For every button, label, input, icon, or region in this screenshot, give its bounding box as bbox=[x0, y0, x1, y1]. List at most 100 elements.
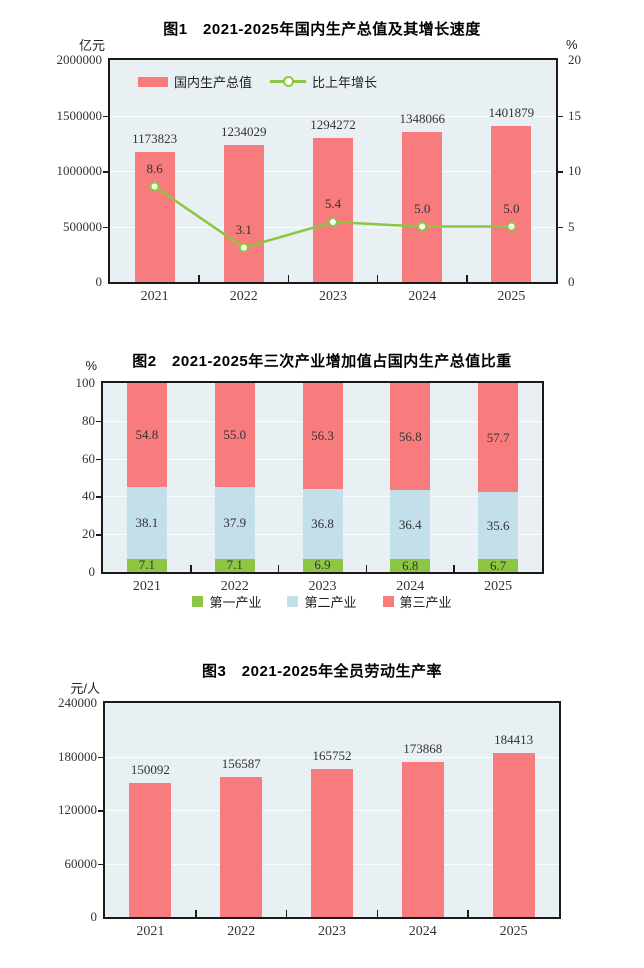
x-axis-category-label: 2025 bbox=[484, 579, 513, 594]
stacked-segment bbox=[126, 558, 167, 572]
segment-value-label: 35.6 bbox=[486, 517, 510, 533]
growth-line bbox=[149, 181, 517, 253]
y-axis-tick-label: 120000 bbox=[58, 802, 97, 817]
stacked-segment bbox=[214, 486, 255, 559]
chart2-plot-area: 7.1 38.1 54.8 7.1 37.9 55.0 6.9 36.8 56.3 6.8 36.4… bbox=[101, 381, 544, 574]
gridline bbox=[105, 756, 559, 758]
y-axis-tick-label: 500000 bbox=[63, 218, 102, 234]
bar-value-label: 156587 bbox=[221, 756, 261, 772]
line-point-marker bbox=[328, 217, 338, 228]
segment-value-label: 56.3 bbox=[311, 428, 334, 444]
right-y-axis-tick-label: 10 bbox=[568, 163, 581, 178]
chart1-plot-area: 国内生产总值 比上年增长 1173823 1234029 1294272 134806… bbox=[108, 58, 558, 284]
stacked-segment bbox=[390, 383, 431, 491]
legend-label: 第三产业 bbox=[399, 595, 452, 610]
segment-value-label: 6.8 bbox=[402, 557, 419, 573]
bar bbox=[313, 138, 353, 282]
x-axis-category-label: 2023 bbox=[318, 924, 346, 939]
chart3-title: 图3 2021-2025年全员劳动生产率 bbox=[201, 663, 443, 680]
y-axis-tick-label: 2000000 bbox=[56, 52, 103, 67]
x-axis-tick bbox=[376, 910, 379, 917]
stacked-segment bbox=[390, 559, 431, 572]
legend-item-primary-industry: 第一产业 bbox=[192, 592, 261, 611]
bar-value-label: 1401879 bbox=[488, 105, 535, 121]
segment-value-label: 54.8 bbox=[135, 426, 159, 442]
bar-value-label: 165752 bbox=[312, 748, 352, 764]
x-axis-category-label: 2023 bbox=[319, 289, 347, 304]
line-value-label: 3.1 bbox=[235, 221, 252, 237]
segment-value-label: 57.7 bbox=[486, 429, 510, 445]
x-axis-category-label: 2021 bbox=[132, 579, 161, 594]
legend-item-tertiary-industry: 第三产业 bbox=[382, 592, 452, 611]
right-y-axis-tick bbox=[558, 171, 563, 173]
gdp-bar-swatch-icon bbox=[138, 76, 168, 87]
y-axis-tick-label: 1500000 bbox=[56, 107, 103, 123]
y-axis-tick bbox=[96, 420, 101, 423]
legend-item-secondary-industry: 第二产业 bbox=[287, 592, 357, 611]
segment-value-label: 6.7 bbox=[489, 557, 507, 573]
y-axis-tick bbox=[98, 756, 103, 758]
growth-line-swatch-icon bbox=[270, 76, 307, 87]
x-axis-category-label: 2023 bbox=[308, 579, 337, 594]
y-axis-tick bbox=[96, 496, 101, 498]
bar bbox=[311, 769, 353, 917]
line-value-label: 5.4 bbox=[324, 196, 342, 212]
line-point-marker bbox=[417, 221, 428, 232]
bar-value-label: 1294272 bbox=[310, 117, 356, 133]
y-axis-tick bbox=[103, 115, 108, 117]
x-axis-tick bbox=[365, 565, 368, 572]
segment-value-label: 6.9 bbox=[314, 557, 331, 573]
legend-item-gdp: 国内生产总值 bbox=[138, 72, 252, 91]
right-y-axis-tick-label: 5 bbox=[568, 218, 575, 234]
y-axis-tick-label: 60000 bbox=[64, 855, 98, 871]
bar bbox=[129, 783, 172, 917]
x-axis-tick bbox=[376, 275, 379, 282]
bar-value-label: 1234029 bbox=[221, 124, 267, 140]
bar bbox=[492, 752, 535, 917]
legend-label: 第一产业 bbox=[209, 595, 262, 610]
x-axis-tick bbox=[287, 275, 290, 282]
stacked-segment bbox=[390, 490, 431, 560]
y-axis-tick bbox=[96, 458, 101, 461]
x-axis-category-label: 2021 bbox=[136, 924, 165, 939]
stacked-segment bbox=[478, 492, 519, 560]
y-axis-tick-label: 240000 bbox=[58, 695, 97, 710]
x-axis-category-label: 2022 bbox=[229, 289, 258, 304]
line-point-marker bbox=[238, 242, 249, 253]
chart1-legend: 国内生产总值 比上年增长 bbox=[138, 72, 377, 91]
x-axis-category-label: 2025 bbox=[499, 924, 528, 939]
segment-value-label: 7.1 bbox=[138, 557, 156, 573]
tertiary-industry-swatch-icon bbox=[382, 596, 394, 607]
y-axis-tick bbox=[96, 534, 101, 536]
bar bbox=[223, 145, 264, 282]
x-axis-tick bbox=[466, 275, 468, 282]
legend-label: 第二产业 bbox=[304, 595, 357, 610]
chart1-right-axis-unit: % bbox=[566, 37, 578, 52]
stacked-segment bbox=[302, 558, 343, 572]
segment-value-label: 36.8 bbox=[311, 516, 334, 532]
stacked-segment bbox=[478, 559, 519, 572]
x-axis-category-label: 2024 bbox=[396, 579, 425, 594]
chart2-title: 图2 2021-2025年三次产业增加值占国内生产总值比重 bbox=[132, 353, 512, 370]
x-axis-tick bbox=[198, 275, 200, 282]
right-y-axis-tick bbox=[558, 115, 563, 117]
segment-value-label: 37.9 bbox=[223, 514, 247, 530]
right-y-axis-tick-label: 0 bbox=[568, 274, 575, 289]
right-y-axis-tick-label: 20 bbox=[568, 52, 581, 67]
y-axis-tick-label: 180000 bbox=[58, 748, 97, 764]
chart3-plot-area: 150092 156587 165752 173868 184413 bbox=[103, 701, 561, 919]
y-axis-tick bbox=[98, 863, 103, 865]
chart1-title: 图1 2021-2025年国内生产总值及其增长速度 bbox=[163, 21, 481, 38]
bar bbox=[401, 761, 444, 917]
line-value-label: 5.0 bbox=[414, 200, 431, 216]
bar bbox=[491, 126, 532, 282]
stacked-segment bbox=[302, 383, 343, 490]
y-axis-tick-label: 0 bbox=[88, 564, 96, 579]
stacked-segment bbox=[214, 383, 255, 487]
y-axis-tick-label: 20 bbox=[82, 526, 95, 542]
right-y-axis-tick-label: 15 bbox=[568, 107, 581, 123]
x-axis-tick bbox=[277, 565, 280, 572]
line-value-label: 8.6 bbox=[146, 160, 163, 176]
bar bbox=[402, 132, 443, 282]
secondary-industry-swatch-icon bbox=[287, 596, 299, 607]
